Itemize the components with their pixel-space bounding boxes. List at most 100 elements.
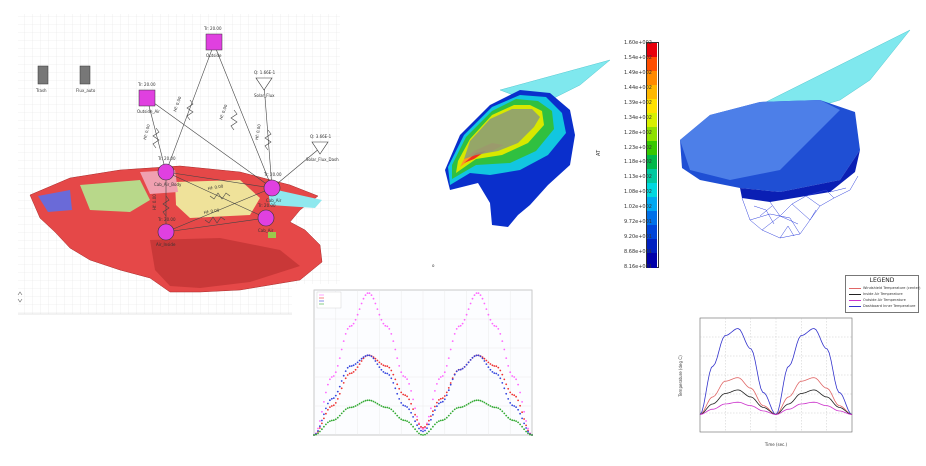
chart1-point xyxy=(511,375,514,377)
chart1-point xyxy=(420,433,422,436)
resistor-label: Hf: 0.00 xyxy=(203,207,220,215)
chart1-point xyxy=(483,302,486,305)
chart1-point xyxy=(515,395,517,398)
chart1-point xyxy=(332,375,335,377)
chart1-point xyxy=(469,359,472,361)
chart1-point xyxy=(422,426,424,429)
colorbar-swatch xyxy=(647,183,657,198)
chart1-point xyxy=(410,402,412,405)
chart1-point xyxy=(428,415,430,418)
colorbar-tick-label: 1.02e+002 xyxy=(624,204,652,211)
chart1-point xyxy=(400,418,403,421)
scroll-down-icon[interactable] xyxy=(17,298,23,303)
chart1-point xyxy=(445,365,448,367)
chart1-point xyxy=(473,294,476,296)
chart1-point xyxy=(342,410,345,413)
chart1-point xyxy=(473,399,476,402)
chart1-point xyxy=(410,390,412,392)
chart1-point xyxy=(432,425,434,428)
colorbar-swatch xyxy=(647,239,657,254)
chart1-point xyxy=(374,357,377,360)
chart1-point xyxy=(531,434,533,436)
chart1-point xyxy=(334,371,337,374)
chart1-point xyxy=(434,423,436,426)
colorbar-swatch xyxy=(647,85,657,100)
chart1-point xyxy=(338,357,341,359)
chart1-point xyxy=(398,387,401,390)
cab-node-lower-right[interactable] xyxy=(257,209,275,227)
chart1-point xyxy=(336,416,339,419)
chart1-point xyxy=(386,406,389,409)
chart1-point xyxy=(352,371,355,373)
chart1-point xyxy=(352,364,355,367)
resistor-label: Hf: 0.00 xyxy=(142,123,151,140)
solar-flux-value: Q: 1.66E-1 xyxy=(254,70,276,75)
chart1-point xyxy=(319,427,321,429)
chart1-point xyxy=(390,408,393,411)
trash-node[interactable] xyxy=(37,65,49,85)
chart1-point xyxy=(463,366,466,368)
chart1-point xyxy=(483,360,486,362)
chart1-point xyxy=(519,391,521,394)
cab-node-right[interactable] xyxy=(263,179,281,197)
solar-flux-dash-value: Q: 3.66E-1 xyxy=(310,134,332,139)
chart1-point xyxy=(420,429,422,432)
chart1-point xyxy=(497,366,500,369)
chart1-point xyxy=(344,408,347,411)
chart1-point xyxy=(390,369,393,372)
chart1-point xyxy=(459,406,462,409)
chart1-point xyxy=(461,322,464,325)
colorbar-tick-label: 8.68e+001 xyxy=(624,249,652,256)
chart1-point xyxy=(414,407,416,410)
chart1-point xyxy=(515,378,517,381)
chart2-series xyxy=(699,328,853,416)
outside-top-value: Tr: 20.00 xyxy=(203,26,222,31)
chart1-point xyxy=(368,292,371,294)
chart1-point xyxy=(424,429,426,432)
car-dash-area xyxy=(175,180,260,218)
chart1-point xyxy=(517,399,519,402)
outside-top-node[interactable] xyxy=(205,33,223,51)
chart1-point xyxy=(327,408,329,411)
chart1-point xyxy=(390,377,393,380)
chart1-point xyxy=(404,394,407,397)
chart1-point xyxy=(453,408,456,411)
chart1-point xyxy=(439,397,442,400)
chart1-point xyxy=(434,409,436,411)
chart1-point xyxy=(412,425,414,428)
outside-top-label: Outside xyxy=(206,53,222,58)
mesh-body-light xyxy=(680,100,840,180)
colorbar-tick-label: 1.60e+002 xyxy=(624,40,652,46)
chart1-point xyxy=(499,377,502,380)
chart1-point xyxy=(428,423,430,426)
chart1-point xyxy=(332,397,335,399)
cab-node-lower-left[interactable] xyxy=(157,223,175,241)
chart1-point xyxy=(374,401,377,404)
chart1-point xyxy=(382,406,385,408)
colorbar-swatch xyxy=(647,211,657,226)
chart1-point xyxy=(348,406,351,409)
solar-flux-dash-source[interactable] xyxy=(311,141,329,155)
chart1-point xyxy=(406,378,408,380)
chart1-point xyxy=(329,399,331,402)
solar-flux-source[interactable] xyxy=(255,77,273,91)
colorbar-swatch xyxy=(647,57,657,72)
chart1-point xyxy=(350,372,353,374)
scroll-up-icon[interactable] xyxy=(17,291,23,296)
chart1-point xyxy=(366,399,369,402)
chart1-point xyxy=(394,387,397,390)
chart1-point xyxy=(382,371,385,373)
chart1-point xyxy=(412,408,414,410)
chart1-point xyxy=(449,382,452,384)
outside-air-node[interactable] xyxy=(138,89,156,107)
cab-node-left[interactable] xyxy=(157,163,175,181)
chart1-point xyxy=(487,366,490,368)
flux-auto-node[interactable] xyxy=(79,65,91,85)
chart1-point xyxy=(396,383,399,386)
chart1-point xyxy=(362,297,365,300)
chart1-point xyxy=(327,383,329,386)
chart1-point xyxy=(499,333,502,335)
legend-entry: Dashboard Inner Temperature xyxy=(849,304,915,310)
chart1-point xyxy=(388,407,391,409)
chart1-point xyxy=(418,432,420,435)
